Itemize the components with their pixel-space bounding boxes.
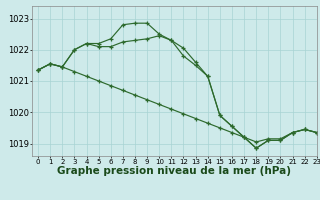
X-axis label: Graphe pression niveau de la mer (hPa): Graphe pression niveau de la mer (hPa) xyxy=(57,166,292,176)
